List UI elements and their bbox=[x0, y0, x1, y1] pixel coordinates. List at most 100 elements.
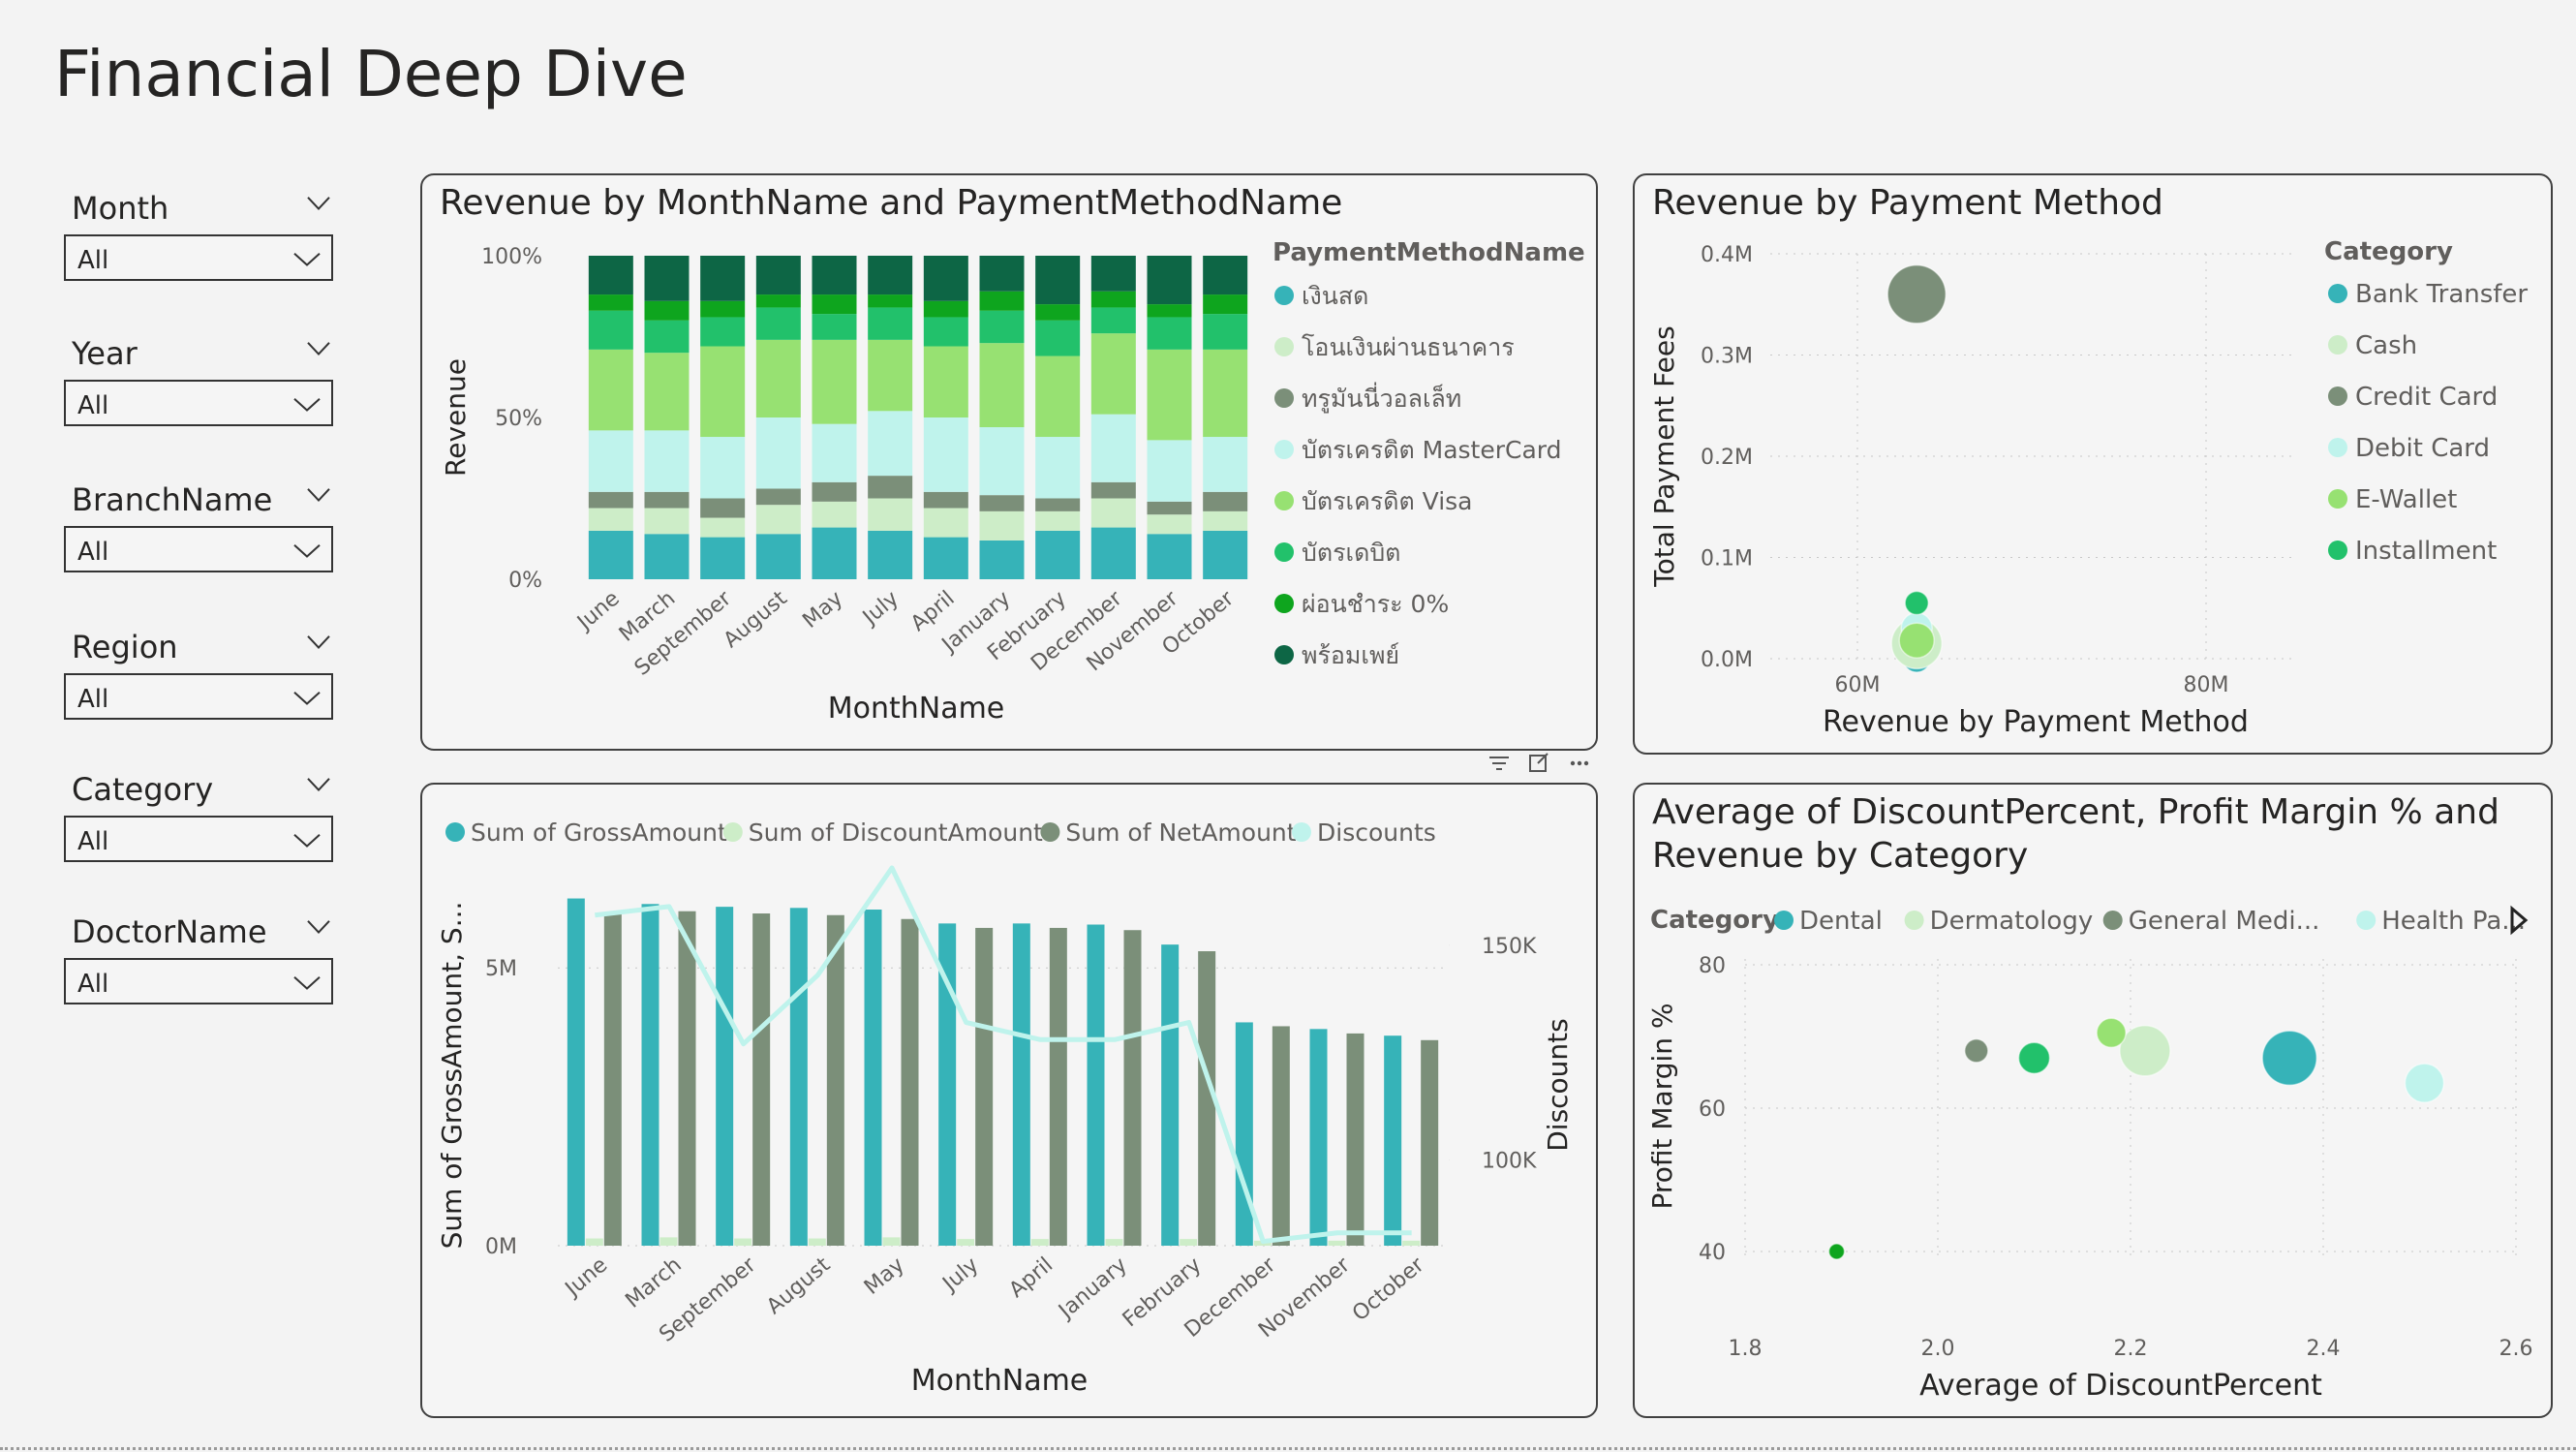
legend-label: โอนเงินผ่านธนาคาร bbox=[1302, 333, 1515, 361]
slicer-branchname[interactable]: BranchName All bbox=[64, 476, 337, 572]
slicer-dropdown[interactable]: All bbox=[64, 816, 333, 862]
data-point bbox=[1827, 1243, 1846, 1260]
chevron-down-icon[interactable] bbox=[292, 685, 322, 710]
bar bbox=[1012, 923, 1030, 1246]
chevron-down-icon[interactable] bbox=[292, 827, 322, 852]
x-axis-title: MonthName bbox=[828, 692, 1005, 726]
bar-segment bbox=[1147, 349, 1192, 441]
bar-segment bbox=[1203, 437, 1248, 492]
chevron-down-icon[interactable] bbox=[292, 538, 322, 563]
bar-segment bbox=[923, 537, 968, 579]
bar-segment bbox=[700, 537, 746, 579]
bar-segment bbox=[644, 256, 690, 301]
slicer-header[interactable]: Region bbox=[64, 623, 337, 665]
discount-profit-category-panel[interactable]: Average of DiscountPercent, Profit Margi… bbox=[1633, 783, 2553, 1418]
y-tick-label: 0.1M bbox=[1701, 547, 1753, 572]
slicer-month[interactable]: Month All bbox=[64, 184, 337, 281]
slicer-header[interactable]: Month bbox=[64, 184, 337, 227]
chevron-down-icon[interactable] bbox=[306, 335, 331, 360]
chevron-down-icon[interactable] bbox=[306, 913, 331, 939]
chart-title: Revenue by Payment Method bbox=[1652, 183, 2163, 223]
slicer-header[interactable]: DoctorName bbox=[64, 908, 337, 950]
legend-label: ทรูมันนี่วอลเล็ท bbox=[1302, 382, 1461, 414]
bar-segment bbox=[868, 294, 913, 308]
bar-segment bbox=[588, 256, 633, 295]
bar-segment bbox=[1035, 530, 1081, 579]
slicer-dropdown[interactable]: All bbox=[64, 958, 333, 1004]
bar-segment bbox=[868, 339, 913, 412]
bar-segment bbox=[755, 294, 801, 308]
legend-label: Debit Card bbox=[2355, 434, 2490, 463]
bar-segment bbox=[644, 353, 690, 431]
focus-mode-icon[interactable] bbox=[1529, 753, 1549, 772]
combo-chart[interactable]: Sum of GrossAmount Sum of DiscountAmount S… bbox=[422, 785, 1596, 1416]
data-point bbox=[2404, 1063, 2445, 1103]
legend-label: ผ่อนชำระ 0% bbox=[1302, 590, 1449, 618]
slicer-dropdown[interactable]: All bbox=[64, 234, 333, 281]
bar-segment bbox=[700, 437, 746, 499]
bar-segment bbox=[1035, 256, 1081, 305]
slicer-dropdown[interactable]: All bbox=[64, 673, 333, 720]
bar-segment bbox=[1090, 307, 1136, 334]
bar-segment bbox=[979, 510, 1025, 541]
slicer-dropdown[interactable]: All bbox=[64, 380, 333, 426]
bar-segment bbox=[1090, 414, 1136, 482]
y-tick-label: 100% bbox=[481, 245, 542, 269]
bar-segment bbox=[755, 417, 801, 489]
bar bbox=[1087, 924, 1105, 1246]
bar bbox=[826, 914, 844, 1246]
bar bbox=[1123, 930, 1142, 1246]
slicer-header[interactable]: Year bbox=[64, 329, 337, 372]
bar-segment bbox=[812, 501, 857, 528]
bar-segment bbox=[979, 343, 1025, 428]
chevron-down-icon[interactable] bbox=[306, 629, 331, 654]
bar bbox=[1346, 1033, 1365, 1246]
slicer-label: Month bbox=[72, 190, 169, 227]
x-tick-label: 2.0 bbox=[1921, 1337, 1955, 1361]
slicer-value: All bbox=[77, 538, 109, 567]
revenue-by-payment-method-panel[interactable]: Revenue by Payment Method 0.0M 0.1M 0.2M 0.… bbox=[1633, 173, 2553, 755]
bar-segment bbox=[812, 481, 857, 502]
chart-title: Revenue by MonthName and PaymentMethodNa… bbox=[440, 183, 1343, 223]
y-tick-label: 0M bbox=[485, 1235, 517, 1259]
y-axis-title: Sum of GrossAmount, S... bbox=[436, 902, 468, 1250]
slicer-dropdown[interactable]: All bbox=[64, 526, 333, 572]
gross-net-discount-panel[interactable]: Sum of GrossAmount Sum of DiscountAmount S… bbox=[420, 783, 1598, 1418]
bar bbox=[1384, 1035, 1402, 1246]
bar-segment bbox=[1035, 304, 1081, 321]
bar bbox=[1421, 1039, 1439, 1246]
slicer-region[interactable]: Region All bbox=[64, 623, 337, 720]
slicer-category[interactable]: Category All bbox=[64, 765, 337, 862]
legend-marker bbox=[2102, 911, 2123, 930]
bar bbox=[808, 1238, 826, 1246]
legend-label: Sum of DiscountAmount bbox=[749, 819, 1043, 847]
slicer-year[interactable]: Year All bbox=[64, 329, 337, 426]
chevron-down-icon[interactable] bbox=[292, 391, 322, 417]
scatter-chart[interactable]: 0.0M 0.1M 0.2M 0.3M 0.4M 60M 80M Total Payment … bbox=[1635, 175, 2551, 753]
filter-icon[interactable] bbox=[1489, 757, 1509, 770]
bar-segment bbox=[644, 534, 690, 579]
data-point bbox=[2261, 1030, 2317, 1086]
chevron-down-icon[interactable] bbox=[306, 481, 331, 507]
data-point bbox=[1904, 590, 1929, 616]
chart-title: Average of DiscountPercent, Profit Margi… bbox=[1652, 792, 2499, 876]
legend-label: บัตรเดบิต bbox=[1302, 539, 1400, 567]
bubble-chart[interactable]: Category Dental Dermatology General Medi...… bbox=[1635, 785, 2551, 1416]
bar-segment bbox=[700, 498, 746, 518]
chevron-down-icon[interactable] bbox=[306, 771, 331, 796]
y-tick-label: 60 bbox=[1699, 1097, 1726, 1122]
chevron-down-icon[interactable] bbox=[292, 246, 322, 271]
bar-segment bbox=[1090, 481, 1136, 499]
more-options-icon[interactable] bbox=[1570, 760, 1589, 766]
slicer-header[interactable]: BranchName bbox=[64, 476, 337, 518]
x-tick-label: April bbox=[1005, 1252, 1058, 1302]
bar-segment bbox=[812, 256, 857, 295]
chevron-down-icon[interactable] bbox=[306, 190, 331, 215]
legend-label: Health Pa... bbox=[2381, 907, 2526, 936]
revenue-by-month-payment-panel[interactable]: Revenue by MonthName and PaymentMethodNa… bbox=[420, 173, 1598, 751]
slicer-doctorname[interactable]: DoctorName All bbox=[64, 908, 337, 1004]
x-axis-title: Revenue by Payment Method bbox=[1823, 705, 2249, 739]
chevron-down-icon[interactable] bbox=[292, 970, 322, 995]
slicer-header[interactable]: Category bbox=[64, 765, 337, 808]
